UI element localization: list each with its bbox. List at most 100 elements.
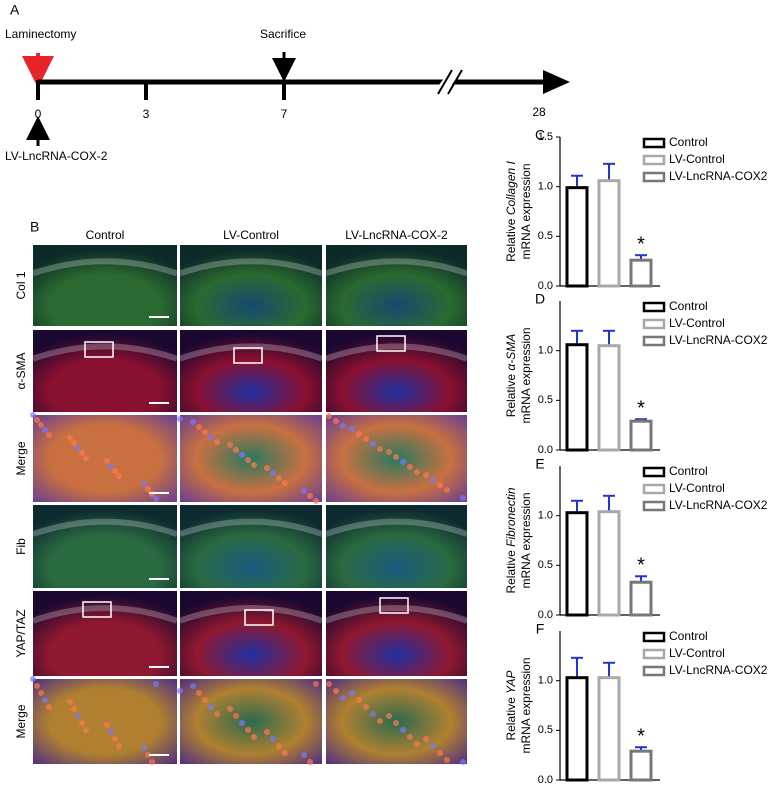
cell [437, 482, 443, 488]
timepoint: 0 [35, 107, 42, 121]
cell [377, 446, 383, 452]
legend-label: LV-Control [669, 481, 725, 495]
cell [414, 469, 420, 475]
cell [34, 683, 40, 689]
significance: * [637, 233, 645, 255]
break-gap [436, 69, 459, 95]
panel-label: B [30, 219, 39, 235]
cell [356, 697, 362, 703]
cell [407, 734, 413, 740]
bar [629, 749, 653, 782]
cell [349, 426, 355, 432]
tissue-outline [325, 343, 468, 362]
row-label: Fib [14, 538, 28, 555]
cell [307, 759, 313, 765]
tissue-outline [179, 258, 323, 277]
cell [276, 475, 282, 481]
cell [444, 487, 450, 493]
treatment-label: LV-LncRNA-COX-2 [5, 149, 108, 163]
panel-label: A [10, 2, 20, 18]
cell [400, 459, 406, 465]
cell [149, 759, 155, 765]
bar [629, 258, 653, 288]
micrograph [326, 505, 467, 588]
cell [245, 457, 251, 463]
tissue-outline [179, 518, 323, 537]
cell [71, 706, 77, 712]
cell [83, 455, 89, 461]
legend-swatch [642, 137, 666, 149]
cell [202, 429, 208, 435]
legend-swatch [642, 631, 666, 643]
cell [370, 441, 376, 447]
cell [333, 418, 339, 424]
cell [423, 472, 429, 478]
legend-swatch [642, 483, 666, 495]
cell [460, 759, 466, 765]
y-tick-label: 1.0 [538, 510, 553, 522]
cell [326, 413, 332, 419]
cell [145, 752, 151, 758]
cell [430, 743, 436, 749]
cell [30, 412, 36, 418]
cell [326, 681, 332, 687]
cell [444, 757, 450, 763]
legend-swatch [642, 648, 666, 660]
timepoint: 3 [143, 107, 150, 121]
cell [112, 468, 118, 474]
cell [145, 486, 151, 492]
tissue-outline [32, 343, 178, 362]
micrograph [180, 505, 322, 588]
cell [71, 440, 77, 446]
cell [239, 720, 245, 726]
cell [233, 447, 239, 453]
legend-label: LV-LncRNA-COX2 [669, 169, 768, 183]
legend-swatch [642, 335, 666, 347]
cell [423, 736, 429, 742]
cell [196, 424, 202, 430]
row-label: YAP/TAZ [14, 609, 28, 657]
legend-swatch [642, 154, 666, 166]
bar [565, 343, 589, 452]
cell [30, 676, 36, 682]
panel-b: B Control LV-Control LV-LncRNA-COX-2 Col 1 α… [14, 219, 469, 765]
bar [597, 510, 621, 617]
cell [112, 736, 118, 742]
cell [414, 741, 420, 747]
cell [349, 690, 355, 696]
cell [430, 477, 436, 483]
cell [460, 495, 466, 501]
roi-box [82, 601, 112, 618]
break-mark [437, 69, 453, 95]
y-label-prefix: Relative [504, 374, 518, 418]
legend-swatch [642, 466, 666, 478]
legend-label: Control [669, 464, 708, 478]
y-axis-label: mRNA expression [519, 657, 533, 753]
cell [83, 727, 89, 733]
micrograph [326, 245, 467, 326]
legend-label: LV-Control [669, 646, 725, 660]
y-tick-label: 0.5 [538, 724, 553, 736]
cell [202, 697, 208, 703]
cell [108, 463, 114, 469]
bar [565, 676, 589, 782]
cell [116, 743, 122, 749]
y-axis-label: Relative Collagen I [504, 160, 518, 261]
row-label: Merge [14, 441, 28, 475]
panel-label: C [535, 127, 545, 143]
cell [79, 450, 85, 456]
y-tick-label: 0.5 [538, 559, 553, 571]
bar [629, 419, 653, 452]
micrograph [180, 591, 322, 676]
cell [377, 718, 383, 724]
y-axis-label: Relative YAP [504, 670, 518, 740]
panel-label: D [535, 291, 545, 307]
bar [629, 580, 653, 617]
cell [270, 736, 276, 742]
cell [313, 681, 319, 687]
cell [214, 439, 220, 445]
y-tick-label: 1.0 [538, 181, 553, 193]
cell [363, 436, 369, 442]
column-header: LV-LncRNA-COX-2 [345, 228, 448, 242]
